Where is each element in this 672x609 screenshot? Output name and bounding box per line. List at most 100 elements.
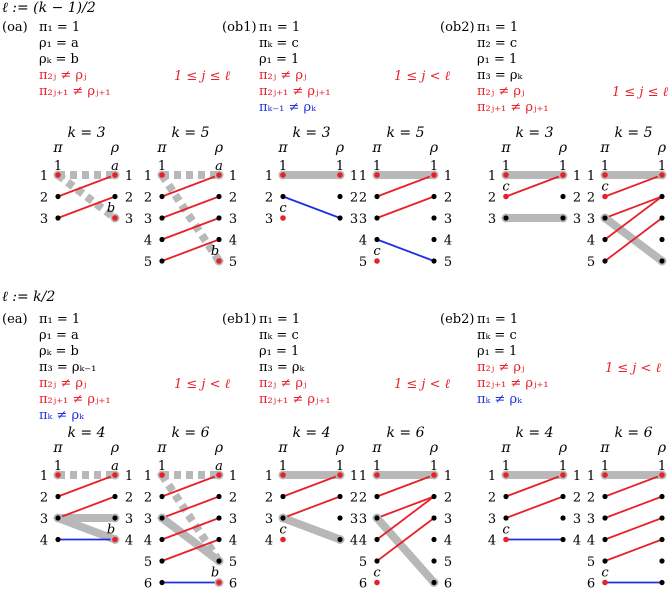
rho-index-label: 5 (444, 255, 452, 270)
black-dot (216, 515, 222, 521)
rho-index-label: 2 (350, 191, 358, 206)
black-dot (431, 493, 437, 500)
condition-line: πₖ ≠ ρₖ (39, 408, 84, 423)
pi-column-label: π (599, 140, 610, 156)
pi-index-label: 2 (265, 191, 273, 206)
pi-index-label: 5 (144, 255, 152, 270)
red-edge (604, 474, 663, 498)
rho-index-label: 3 (229, 512, 237, 527)
condition-line: π₂ⱼ₊₁ ≠ ρⱼ₊₁ (259, 84, 331, 99)
black-dot (337, 536, 343, 543)
rho-column-label: ρ (657, 140, 667, 156)
pi-index-label: 4 (488, 534, 496, 549)
gray-edge (279, 514, 344, 544)
pi-index-label: 1 (40, 469, 48, 484)
rho-index-label: 1 (125, 169, 133, 184)
red-edge (161, 495, 220, 519)
rho-column-label: ρ (214, 440, 224, 456)
condition-line: π₂ⱼ ≠ ρⱼ (39, 376, 87, 391)
black-dot (602, 236, 608, 243)
c-label: c (279, 523, 287, 538)
rho-index-label: 1 (350, 469, 358, 484)
gray-edge (158, 514, 223, 565)
black-dot (112, 515, 118, 521)
red-edge (376, 495, 435, 519)
red-edge (161, 517, 220, 541)
rho-index-label: 1 (444, 169, 452, 184)
diagram-title: k = 4 (292, 425, 330, 441)
black-dot (431, 258, 437, 264)
pi-index-label: 2 (144, 191, 152, 206)
top-right-label: a (111, 459, 119, 474)
pi-index-label: 3 (265, 212, 273, 227)
condition-line: π₁ = 1 (39, 312, 81, 327)
red-dot (659, 172, 665, 178)
gray-edge (158, 472, 223, 564)
rho-index-label: 4 (229, 534, 237, 549)
top-left-label: 1 (502, 159, 510, 174)
red-dot (602, 579, 608, 586)
c-label: c (373, 566, 381, 581)
bottom-right-label: b (107, 523, 115, 538)
red-dot (55, 472, 61, 478)
red-dot (431, 472, 437, 478)
top-right-label: a (215, 159, 223, 174)
red-edge (161, 217, 220, 241)
condition-line: π₃ = ρₖ (259, 360, 305, 375)
red-dot (374, 258, 380, 264)
red-dot (280, 472, 286, 478)
pi-index-label: 3 (359, 512, 367, 527)
rho-column-label: ρ (335, 440, 345, 456)
black-dot (602, 515, 608, 521)
diagram-title: k = 5 (171, 125, 209, 141)
red-edge (57, 195, 116, 219)
black-dot (337, 515, 343, 521)
black-dot (602, 536, 608, 543)
condition-line: πₖ₋₁ ≠ ρₖ (259, 100, 316, 115)
rho-index-label: 2 (444, 191, 452, 206)
condition-line: ρ₁ = 1 (259, 52, 300, 67)
black-dot (431, 536, 437, 543)
rho-index-label: 1 (444, 469, 452, 484)
black-dot (602, 558, 608, 564)
black-dot (602, 493, 608, 500)
red-dot (503, 536, 509, 543)
top-right-label: 1 (559, 159, 567, 174)
black-dot (159, 193, 165, 200)
black-dot (374, 536, 380, 543)
condition-line: π₃ = ρₖ (477, 68, 523, 83)
pi-index-label: 3 (587, 512, 595, 527)
pi-column-label: π (52, 440, 63, 456)
condition-line: π₁ = 1 (477, 20, 519, 35)
red-dot (659, 472, 665, 478)
top-right-label: a (215, 459, 223, 474)
rho-index-label: 3 (229, 212, 237, 227)
diagram-title: k = 6 (614, 425, 652, 441)
pi-index-label: 6 (587, 577, 595, 592)
black-dot (159, 236, 165, 243)
rho-index-label: 3 (573, 212, 581, 227)
pi-index-label: 5 (587, 555, 595, 570)
black-dot (112, 193, 118, 200)
condition-list: π₁ = 1 πₖ = c ρ₁ = 1 π₂ⱼ ≠ ρⱼ π₂ⱼ₊₁ ≠ ρⱼ₊₁ πₖ… (259, 20, 331, 116)
red-edge (604, 517, 663, 541)
pi-index-label: 5 (144, 555, 152, 570)
rho-index-label: 5 (229, 555, 237, 570)
pi-index-label: 1 (144, 169, 152, 184)
pi-column-label: π (500, 440, 511, 456)
rho-column-label: ρ (214, 140, 224, 156)
red-edge (604, 495, 663, 519)
red-edge (604, 174, 663, 198)
j-range: 1 ≤ j < ℓ (174, 377, 231, 392)
pi-index-label: 1 (144, 469, 152, 484)
rho-index-label: 6 (229, 577, 237, 592)
red-dot (216, 258, 222, 264)
pi-column-label: π (277, 440, 288, 456)
black-dot (503, 515, 509, 521)
red-dot (55, 172, 61, 178)
black-dot (216, 193, 222, 200)
black-dot (560, 493, 566, 500)
pi-index-label: 2 (359, 191, 367, 206)
top-right-label: 1 (336, 159, 344, 174)
pi-index-label: 4 (587, 534, 595, 549)
